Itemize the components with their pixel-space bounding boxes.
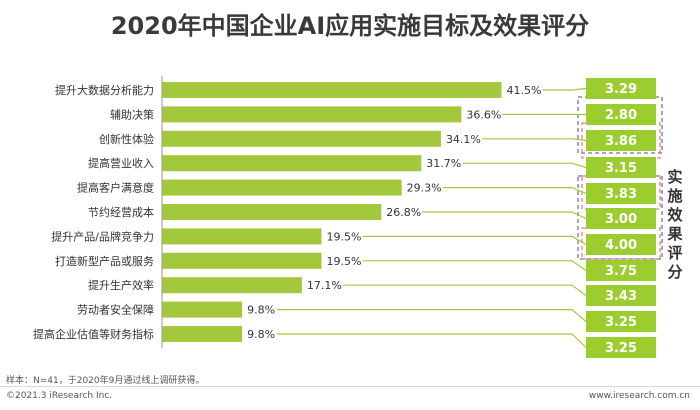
score-box xyxy=(586,130,656,151)
value-label: 31.7% xyxy=(426,157,461,170)
category-label: 辅助决策 xyxy=(110,107,154,121)
score-label: 3.15 xyxy=(605,161,637,176)
score-box xyxy=(586,285,656,306)
score-box xyxy=(586,104,656,125)
side-label: 实施效果评分 xyxy=(667,168,683,281)
leader-line xyxy=(277,333,587,348)
category-label: 打造新型产品或服务 xyxy=(55,254,154,268)
score-label: 3.43 xyxy=(605,289,637,304)
chart-title: 2020年中国企业AI应用实施目标及效果评分 xyxy=(110,12,590,40)
value-label: 36.6% xyxy=(466,108,501,121)
footer-divider xyxy=(0,386,700,387)
bar xyxy=(162,155,422,172)
leader-line xyxy=(342,284,587,296)
leader-line xyxy=(542,87,587,91)
score-box xyxy=(586,260,656,281)
score-label: 3.83 xyxy=(605,187,637,202)
bar xyxy=(162,228,322,245)
score-label: 3.75 xyxy=(605,264,637,279)
bar xyxy=(162,204,382,220)
score-label: 3.29 xyxy=(605,82,637,97)
value-label: 26.8% xyxy=(386,206,421,219)
category-label: 节约经营成本 xyxy=(88,205,154,219)
website: www.iresearch.com.cn xyxy=(588,391,690,401)
leader-line xyxy=(422,211,587,220)
bar xyxy=(162,277,302,294)
score-box xyxy=(586,234,656,255)
leader-line xyxy=(462,162,587,169)
leader-line xyxy=(481,138,587,142)
bar xyxy=(162,130,441,147)
value-label: 9.8% xyxy=(247,328,275,341)
score-box xyxy=(586,337,656,358)
value-label: 41.5% xyxy=(506,84,541,97)
bar xyxy=(162,106,462,123)
bar xyxy=(162,301,243,318)
score-label: 3.25 xyxy=(605,341,637,356)
leader-line xyxy=(362,260,587,271)
leader-line xyxy=(362,235,587,246)
value-label: 19.5% xyxy=(327,230,362,243)
value-label: 29.3% xyxy=(407,182,442,195)
bar xyxy=(162,252,322,269)
category-label: 创新性体验 xyxy=(99,132,154,146)
category-label: 提升产品/品牌竞争力 xyxy=(51,229,154,243)
score-label: 2.80 xyxy=(605,108,637,123)
score-box xyxy=(586,183,656,204)
category-label: 提升大数据分析能力 xyxy=(55,83,154,97)
score-label: 3.00 xyxy=(605,212,637,227)
score-box xyxy=(586,78,656,99)
category-label: 提高客户满意度 xyxy=(77,181,154,195)
category-label: 提升生产效率 xyxy=(88,278,154,292)
score-label: 3.86 xyxy=(605,134,637,149)
score-label: 3.25 xyxy=(605,315,637,330)
score-label: 4.00 xyxy=(605,238,637,253)
leader-line xyxy=(442,187,587,195)
copyright: ©2021.3 iResearch Inc. xyxy=(6,391,113,401)
value-label: 17.1% xyxy=(307,279,342,292)
category-label: 劳动者安全保障 xyxy=(77,303,154,317)
bar xyxy=(162,326,243,342)
bar xyxy=(162,82,502,98)
score-box xyxy=(586,157,656,178)
leader-line xyxy=(277,309,587,322)
category-label: 提高企业估值等财务指标 xyxy=(33,327,154,341)
value-label: 9.8% xyxy=(247,304,275,317)
category-label: 提高营业收入 xyxy=(88,156,154,170)
score-box xyxy=(586,208,656,229)
value-label: 34.1% xyxy=(446,133,481,146)
value-label: 19.5% xyxy=(327,255,362,268)
sample-note: 样本：N=41，于2020年9月通过线上调研获得。 xyxy=(6,376,205,386)
score-box xyxy=(586,311,656,332)
bar xyxy=(162,179,402,196)
